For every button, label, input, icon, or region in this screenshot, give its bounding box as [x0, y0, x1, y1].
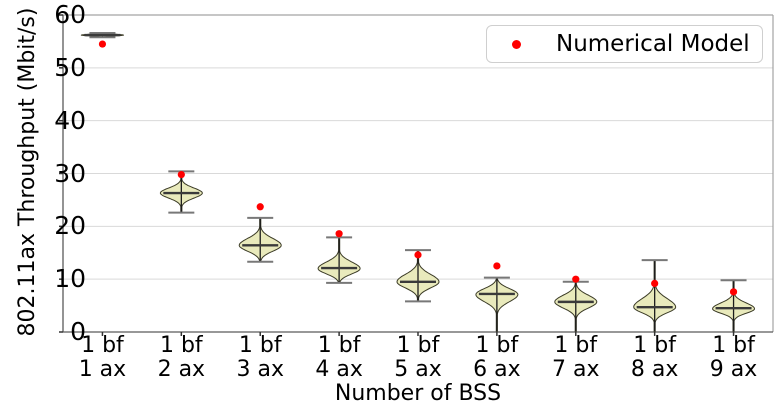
legend-label: Numerical Model [556, 31, 750, 57]
model-point [414, 251, 422, 259]
y-tick-label: 30 [54, 158, 86, 188]
y-tick-label: 60 [54, 0, 86, 29]
legend-red-dot-icon [512, 39, 521, 49]
x-tick-label: 1 bf 6 ax [473, 333, 521, 382]
model-point [493, 262, 501, 270]
y-tick-label: 10 [54, 264, 86, 294]
y-tick-label: 50 [54, 52, 86, 82]
model-point [572, 275, 580, 283]
x-axis-title: Number of BSS [334, 381, 502, 406]
x-tick-label: 1 bf 1 ax [78, 333, 127, 382]
x-tick-label: 1 bf 7 ax [552, 333, 600, 382]
model-point [98, 40, 107, 48]
x-tick-label: 1 bf 4 ax [315, 333, 363, 382]
model-point [729, 288, 738, 296]
model-point [256, 203, 264, 211]
x-tick-label: 1 bf 2 ax [157, 333, 206, 382]
x-tick-label: 1 bf 5 ax [394, 333, 442, 382]
x-tick-label: 1 bf 9 ax [709, 333, 758, 382]
y-axis-title: 802.11ax Throughput (Mbit/s) [15, 7, 40, 337]
x-tick-label: 1 bf 8 ax [630, 333, 679, 382]
legend: Numerical Model [486, 25, 763, 63]
model-point [651, 279, 659, 287]
model-point [177, 170, 185, 179]
model-point [335, 230, 343, 238]
x-tick-label: 1 bf 3 ax [236, 333, 284, 382]
y-tick-label: 20 [54, 211, 86, 241]
y-tick-label: 0 [70, 317, 86, 346]
y-tick-label: 40 [54, 105, 86, 135]
